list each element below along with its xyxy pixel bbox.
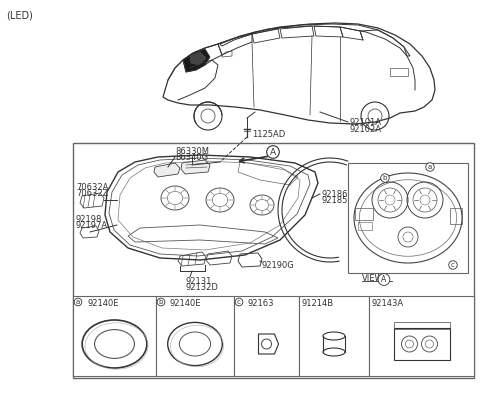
Text: 92140E: 92140E (170, 299, 202, 308)
Bar (355, 208, 373, 220)
Text: a: a (76, 299, 80, 305)
Text: (LED): (LED) (6, 10, 33, 20)
Text: 92185: 92185 (322, 196, 348, 205)
Bar (390, 68, 408, 76)
Bar (156, 296, 234, 376)
Text: 92132D: 92132D (185, 283, 218, 292)
Bar (348, 163, 468, 273)
Bar (450, 208, 462, 224)
Bar (358, 222, 372, 230)
Text: 92190G: 92190G (262, 261, 295, 270)
Text: 92197A: 92197A (76, 221, 108, 230)
Text: b: b (383, 175, 387, 181)
Text: 92143A: 92143A (372, 299, 404, 308)
Text: c: c (451, 262, 455, 268)
Bar (394, 328, 449, 360)
Text: 92140E: 92140E (87, 299, 119, 308)
Text: b: b (159, 299, 163, 305)
Bar (369, 296, 474, 376)
Text: 86340G: 86340G (175, 153, 209, 162)
Text: 86330M: 86330M (175, 147, 209, 156)
Text: c: c (237, 299, 241, 305)
Text: 70632Z: 70632Z (76, 189, 108, 198)
Text: 1125AD: 1125AD (252, 130, 285, 139)
Text: 92186: 92186 (322, 190, 348, 199)
Text: 70632A: 70632A (76, 183, 108, 192)
Polygon shape (154, 163, 180, 177)
Bar (73, 143, 474, 378)
Bar (73, 296, 156, 376)
Text: A: A (270, 147, 276, 156)
Text: 92101A: 92101A (350, 118, 382, 127)
Text: 91214B: 91214B (302, 299, 334, 308)
Text: A: A (382, 275, 386, 284)
Polygon shape (181, 160, 210, 174)
Bar (234, 296, 299, 376)
Text: 92102A: 92102A (350, 125, 382, 134)
Text: 92131: 92131 (185, 277, 211, 286)
Bar (299, 296, 369, 376)
Text: VIEW: VIEW (362, 274, 384, 283)
Bar (394, 322, 449, 329)
Text: 92198: 92198 (76, 215, 102, 224)
Text: 92163: 92163 (248, 299, 275, 308)
Polygon shape (190, 52, 206, 65)
Text: a: a (428, 164, 432, 170)
Polygon shape (183, 49, 210, 72)
